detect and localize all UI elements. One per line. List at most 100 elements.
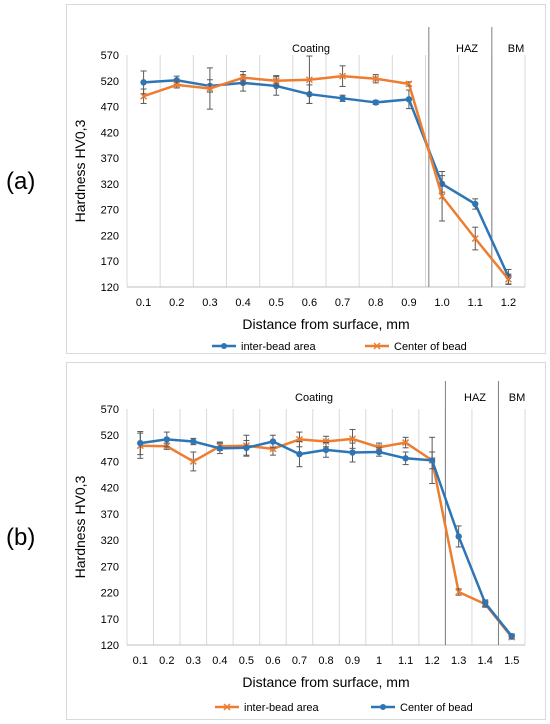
y-tick-label: 170 (101, 614, 119, 626)
y-tick-label: 270 (101, 205, 119, 217)
x-tick-label: 0.8 (318, 655, 333, 667)
data-point (349, 449, 356, 456)
chart-a-frame: 120 170 220 270 320 370 420 470 520 570 0.1 0.2 0.3 0… (66, 4, 546, 354)
data-point-stroke (269, 445, 277, 453)
data-point (243, 444, 250, 452)
legend-label: inter-bead area (241, 341, 316, 353)
data-point-stroke (272, 77, 280, 85)
data-point (140, 92, 148, 100)
data-point-stroke (504, 275, 512, 283)
legend-label: Center of bead (400, 702, 473, 714)
x-tick-label: 0.2 (169, 297, 184, 309)
y-tick-label: 120 (101, 282, 119, 294)
data-point (455, 533, 462, 540)
x-tick-label: 1.1 (398, 655, 413, 667)
data-point-stroke (173, 81, 181, 89)
y-tick-label: 320 (101, 535, 119, 547)
data-point (269, 445, 277, 453)
x-axis-title: Distance from surface, mm (242, 316, 409, 332)
data-point (339, 95, 346, 102)
data-point-stroke (339, 72, 347, 80)
x-tick-label: 0.6 (302, 297, 317, 309)
data-point-stroke (140, 92, 148, 100)
data-point (189, 457, 197, 465)
x-tick-label: 0.9 (345, 655, 360, 667)
legend-label: inter-bead area (244, 702, 319, 714)
data-point-stroke (402, 439, 410, 447)
data-point-stroke (349, 435, 357, 443)
data-point (402, 455, 409, 462)
series-line (143, 79, 510, 278)
y-tick-label: 370 (101, 509, 119, 521)
x-tick-label: 1 (376, 655, 382, 667)
y-tick-label: 270 (101, 561, 119, 573)
zone-label: HAZ (456, 43, 478, 55)
data-point (372, 75, 380, 83)
y-tick-label: 420 (101, 483, 119, 495)
x-tick-label: 0.3 (202, 297, 217, 309)
x-tick-label: 0.7 (292, 655, 307, 667)
data-point-stroke (372, 75, 380, 83)
legend-label: Center of bead (394, 341, 467, 353)
y-tick-label: 470 (101, 456, 119, 468)
data-point (272, 77, 280, 85)
panel-label-a: (a) (6, 168, 36, 195)
x-tick-label: 1.1 (468, 297, 483, 309)
y-tick-label: 570 (101, 404, 119, 416)
x-tick-label: 1.2 (424, 655, 439, 667)
y-tick-label: 170 (101, 256, 119, 268)
data-point (471, 235, 479, 243)
x-tick-label: 0.2 (159, 655, 174, 667)
data-point (438, 192, 446, 200)
data-point-stroke (438, 192, 446, 200)
data-point-stroke (375, 443, 383, 451)
data-point (322, 437, 330, 446)
data-point-stroke (206, 84, 214, 93)
x-tick-label: 0.1 (133, 655, 148, 667)
data-point (269, 438, 277, 445)
x-tick-label: 0.4 (212, 655, 227, 667)
zone-label: BM (508, 43, 525, 55)
y-tick-label: 220 (101, 588, 119, 600)
data-point (216, 445, 224, 452)
data-point (305, 76, 313, 84)
data-point (428, 457, 436, 464)
data-point (322, 446, 330, 454)
x-tick-label: 0.5 (269, 297, 284, 309)
data-point (455, 588, 463, 596)
data-point-stroke (239, 74, 247, 82)
data-point (402, 439, 410, 447)
y-tick-label: 320 (101, 179, 119, 191)
x-tick-label: 1.0 (434, 297, 449, 309)
zone-label: HAZ (464, 392, 486, 404)
x-tick-label: 0.4 (235, 297, 250, 309)
data-point-stroke (305, 76, 313, 84)
data-point (163, 436, 170, 443)
data-point (137, 439, 144, 447)
legend-swatch-marker (380, 704, 386, 710)
data-point-stroke (322, 437, 330, 446)
data-point (375, 448, 383, 456)
x-tick-label: 0.6 (265, 655, 280, 667)
y-tick-label: 520 (101, 430, 119, 442)
chart-b-frame: 120 170 220 270 320 370 420 470 520 570 0.1 0.2 0.3 0… (66, 362, 546, 720)
chart-b: 120 170 220 270 320 370 420 470 520 570 0.1 0.2 0.3 0… (72, 381, 526, 714)
y-tick-label: 470 (101, 102, 119, 114)
zone-label: BM (509, 392, 526, 404)
data-point-stroke (471, 235, 479, 243)
data-point-stroke (405, 80, 413, 88)
x-tick-label: 0.5 (239, 655, 254, 667)
data-point-stroke (189, 457, 197, 465)
data-point (482, 599, 489, 607)
data-point (296, 450, 303, 458)
legend-swatch-marker (221, 343, 227, 349)
legend-swatch-marker (223, 703, 231, 711)
chart-a: 120 170 220 270 320 370 420 470 520 570 0.1 0.2 0.3 0… (72, 27, 526, 353)
y-tick-label: 220 (101, 230, 119, 242)
x-tick-label: 1.4 (478, 655, 493, 667)
y-tick-label: 520 (101, 76, 119, 88)
legend-swatch-marker (373, 342, 381, 350)
data-point-stroke (455, 588, 463, 596)
panel-label-b: (b) (6, 524, 36, 551)
x-tick-label: 1.2 (501, 297, 516, 309)
